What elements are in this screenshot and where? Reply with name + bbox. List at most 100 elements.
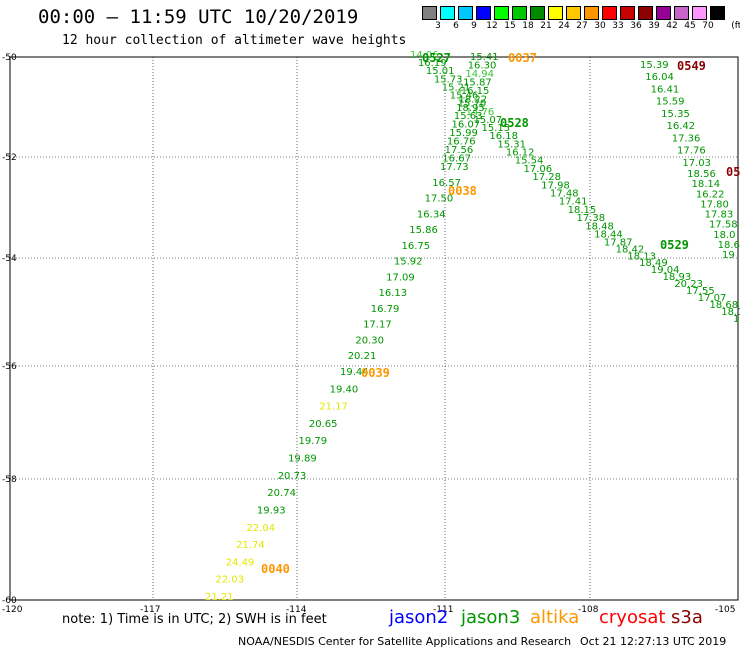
legend-swatch	[440, 6, 455, 20]
wave-height-value: 15.86	[409, 225, 438, 236]
wave-height-value: 16.19	[418, 58, 447, 69]
wave-height-value: 18.48	[585, 221, 614, 232]
wave-height-value: 21.21	[205, 592, 234, 603]
wave-height-value: 18.15	[568, 205, 597, 216]
wave-height-value: 17.48	[550, 189, 579, 200]
time-label: 0529	[660, 238, 689, 252]
wave-height-value: 16.75	[402, 241, 431, 252]
wave-height-value: 16.34	[417, 209, 446, 220]
legend-swatch	[566, 6, 581, 20]
legend-swatch	[638, 6, 653, 20]
legend-label: 21	[540, 21, 552, 31]
wave-height-value: 19	[722, 250, 735, 261]
wave-height-value: 18.44	[594, 230, 623, 241]
wave-height-value: 15.63	[454, 111, 483, 122]
wave-height-value: 19.04	[651, 265, 680, 276]
wave-height-value: 16.15	[461, 86, 490, 97]
legend-swatch	[692, 6, 707, 20]
legend-swatch	[476, 6, 491, 20]
wave-height-value: 17.80	[700, 199, 729, 210]
wave-height-value: 16.79	[371, 304, 400, 315]
latitude-label: -52	[2, 153, 17, 163]
wave-height-value: 21.17	[319, 402, 348, 413]
legend-swatch	[602, 6, 617, 20]
longitude-label: -120	[2, 605, 23, 615]
legend-swatch	[548, 6, 563, 20]
wave-height-value: 15.35	[661, 109, 690, 120]
legend-swatch	[494, 6, 509, 20]
footer-timestamp: Oct 21 12:27:13 UTC 2019	[580, 635, 727, 648]
map-frame	[9, 56, 739, 601]
legend-label: 15	[504, 21, 516, 31]
wave-height-value: 17.98	[541, 180, 570, 191]
wave-height-value: 18.93	[663, 272, 692, 283]
legend-swatch	[422, 6, 437, 20]
time-label: 0549	[677, 59, 706, 73]
wave-height-value: 19.40	[330, 384, 359, 395]
wave-height-value: 17.36	[672, 133, 701, 144]
legend-label: 70	[702, 21, 714, 31]
time-label: 0528	[500, 116, 529, 130]
legend-label: 9	[471, 21, 477, 31]
legend-swatch	[674, 6, 689, 20]
legend-label: 30	[594, 21, 606, 31]
legend-swatch	[584, 6, 599, 20]
wave-height-value: 16.76	[447, 137, 476, 148]
wave-height-value: 18.22	[458, 94, 487, 105]
latitude-label: -54	[2, 254, 17, 264]
wave-height-value: 20.73	[278, 471, 307, 482]
wave-height-value: 17.56	[445, 145, 474, 156]
wave-height-value: 17.28	[532, 172, 561, 183]
page-subtitle: 12 hour collection of altimeter wave hei…	[62, 33, 407, 48]
legend-label: 12	[486, 21, 498, 31]
wave-height-value: 18.13	[721, 307, 740, 318]
legend-label: 27	[576, 21, 588, 31]
wave-height-value: 16.67	[442, 154, 471, 165]
footer-credit: NOAA/NESDIS Center for Satellite Applica…	[238, 635, 572, 648]
legend-label: 18	[522, 21, 534, 31]
wave-height-value: 20.30	[355, 335, 384, 346]
legend-cryosat: cryosat	[599, 607, 666, 628]
wave-height-value: 19.44	[340, 367, 369, 378]
wave-height-value: 15.15	[481, 123, 510, 134]
wave-height-value: 15.46	[450, 91, 479, 102]
latitude-label: -58	[2, 475, 17, 485]
wave-height-value: 18.13	[627, 251, 656, 262]
wave-height-value: 17.07	[698, 293, 727, 304]
legend-swatch	[458, 6, 473, 20]
wave-height-value: 18.14	[692, 179, 721, 190]
wave-height-value: 15.01	[426, 66, 455, 77]
legend-swatch	[512, 6, 527, 20]
wave-height-value: 16.13	[378, 288, 407, 299]
wave-height-value: 18.6	[718, 240, 740, 251]
wave-height-value: 15.07	[474, 115, 503, 126]
wave-height-value: 15.73	[434, 74, 463, 85]
wave-height-value: 16.07	[452, 120, 481, 131]
wave-height-value: 21.74	[236, 540, 265, 551]
units-note: note: 1) Time is in UTC; 2) SWH is in fe…	[62, 612, 327, 627]
time-label: 0037	[508, 51, 537, 65]
legend-swatch	[620, 6, 635, 20]
wave-height-value: 16.18	[489, 131, 518, 142]
wave-height-value: 15.41	[470, 52, 499, 63]
wave-height-value: 18.1	[733, 314, 740, 325]
wave-height-value: 17.41	[559, 197, 588, 208]
wave-height-value: 17.38	[576, 213, 605, 224]
wave-height-value: 18.56	[687, 169, 716, 180]
wave-height-value: 18.42	[616, 244, 645, 255]
wave-height-value: 17.87	[604, 237, 633, 248]
longitude-label: -105	[715, 605, 735, 615]
wave-height-value: 14.06	[410, 50, 439, 61]
wave-height-value: 16.22	[696, 189, 725, 200]
wave-height-value: 19.89	[288, 454, 317, 465]
legend-label: 36	[630, 21, 642, 31]
wave-height-value: 17.76	[677, 146, 706, 157]
wave-height-value: 14.76	[466, 107, 495, 118]
wave-height-value: 16.41	[651, 84, 680, 95]
wave-height-value: 17.03	[682, 158, 711, 169]
wave-height-value: 16.57	[432, 178, 461, 189]
legend-label: 6	[453, 21, 459, 31]
latitude-label: -60	[2, 596, 17, 606]
wave-height-value: 15.99	[449, 128, 478, 139]
